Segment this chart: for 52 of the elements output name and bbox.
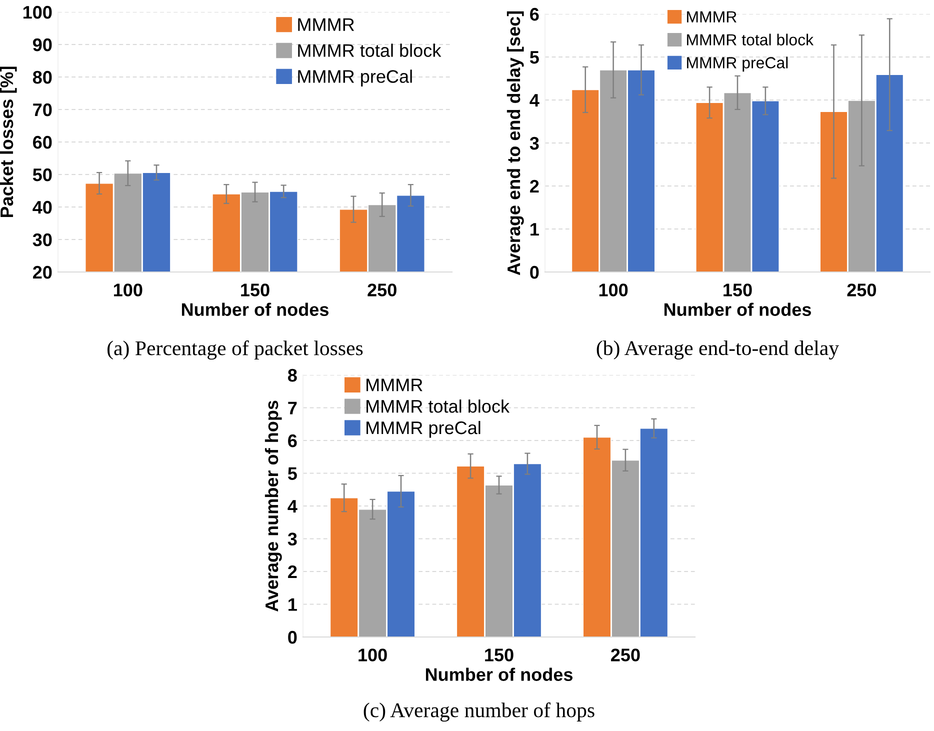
y-tick-label: 3 — [530, 136, 539, 150]
y-tick-label: 7 — [288, 402, 297, 414]
x-tick-label: 150 — [241, 284, 270, 296]
y-tick-label: 70 — [33, 103, 52, 116]
y-tick-label: 60 — [33, 136, 52, 149]
y-tick-label: 20 — [32, 266, 52, 279]
legend-label: MMMR preCal — [366, 420, 480, 438]
y-tick-label: 100 — [23, 6, 52, 19]
y-tick-label: 2 — [288, 565, 297, 578]
y-tick-label: 6 — [530, 8, 539, 21]
y-axis-title: Average number of hops — [264, 400, 282, 612]
legend-label: MMMR — [298, 18, 354, 31]
x-axis-title: Number of nodes — [182, 302, 328, 316]
y-axis-title: Average end to end delay [sec] — [506, 11, 524, 276]
y-tick-label: 80 — [32, 70, 52, 84]
legend-label: MMMR preCal — [687, 56, 788, 72]
text: (b) Average end-to-end delay — [596, 340, 839, 360]
x-tick-label: 150 — [485, 648, 514, 662]
legend-label: MMMR — [366, 378, 422, 392]
legend-label: MMMR total block — [298, 44, 442, 57]
y-tick-label: 1 — [288, 598, 297, 611]
y-axis-title: Packet losses [%] — [0, 66, 17, 218]
legend-label: MMMR total block — [366, 400, 510, 413]
y-tick-label: 1 — [530, 223, 539, 236]
x-tick-label: 250 — [611, 648, 640, 662]
y-tick-label: 40 — [32, 200, 52, 214]
y-tick-label: 90 — [32, 38, 52, 52]
x-tick-label: 100 — [114, 284, 142, 296]
y-tick-label: 2 — [530, 180, 539, 193]
y-tick-label: 6 — [288, 434, 297, 448]
y-tick-label: 0 — [288, 630, 297, 644]
y-tick-label: 5 — [530, 51, 539, 64]
y-tick-label: 5 — [288, 467, 297, 480]
x-tick-label: 100 — [358, 648, 387, 662]
y-tick-label: 4 — [530, 94, 540, 107]
legend-label: MMMR total block — [687, 34, 814, 46]
y-tick-label: 30 — [32, 233, 52, 246]
x-axis-title: Number of nodes — [664, 302, 811, 316]
text: (a) Percentage of packet losses — [107, 340, 363, 360]
legend-label: MMMR preCal — [298, 70, 412, 86]
y-tick-label: 3 — [288, 532, 297, 546]
x-tick-label: 100 — [599, 284, 628, 296]
y-tick-label: 4 — [288, 500, 298, 513]
legend-label: MMMR — [687, 11, 736, 22]
x-axis-title: Number of nodes — [426, 668, 572, 681]
y-tick-label: 8 — [288, 368, 297, 382]
text: (c) Average number of hops — [364, 702, 594, 722]
y-tick-label: 0 — [530, 266, 539, 279]
y-tick-label: 50 — [32, 168, 52, 182]
x-tick-label: 250 — [368, 284, 396, 296]
x-tick-label: 150 — [724, 284, 752, 296]
x-tick-label: 250 — [847, 284, 876, 296]
